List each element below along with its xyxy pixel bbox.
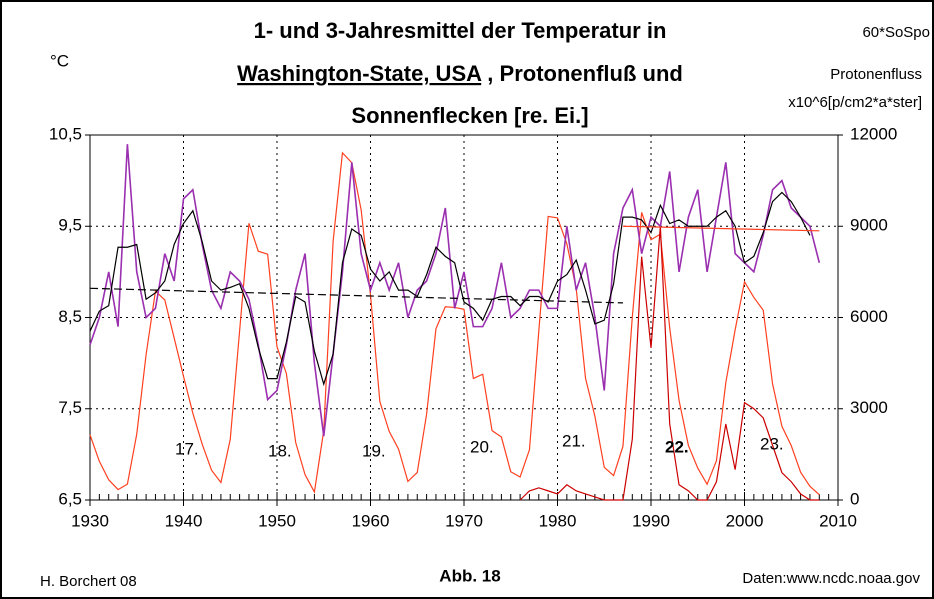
y2-axis-label: 60*SoSpo: [862, 24, 930, 41]
x-tick-label: 1960: [352, 511, 390, 530]
cycle-label: 18.: [268, 441, 292, 460]
chart-title-part: Washington-State, USA: [237, 61, 482, 86]
cycle-label: 19.: [362, 441, 386, 460]
chart-title-part: , Protonenfluß und: [481, 61, 683, 86]
y2-axis-label: Protonenfluss: [830, 66, 922, 83]
y2-tick-label: 12000: [850, 124, 897, 143]
y2-tick-label: 9000: [850, 216, 888, 235]
footer-right: Daten:www.ncdc.noaa.gov: [742, 570, 920, 587]
x-tick-label: 1980: [539, 511, 577, 530]
y2-tick-label: 6000: [850, 307, 888, 326]
x-tick-label: 1940: [165, 511, 203, 530]
y-tick-label: 10,5: [49, 124, 82, 143]
y-tick-label: 6,5: [58, 489, 82, 508]
y-tick-label: 7,5: [58, 398, 82, 417]
y-axis-label: °C: [50, 51, 69, 70]
chart-title: 1- und 3-Jahresmittel der Temperatur in: [254, 18, 667, 43]
y-tick-label: 9,5: [58, 216, 82, 235]
cycle-label: 23.: [760, 434, 784, 453]
y-tick-label: 8,5: [58, 307, 82, 326]
series-line: [622, 225, 820, 232]
series-line: [89, 191, 811, 387]
footer-left: H. Borchert 08: [40, 573, 137, 590]
cycle-label: 21.: [562, 431, 586, 450]
series-line: [89, 144, 821, 437]
y2-tick-label: 3000: [850, 398, 888, 417]
chart-title: Washington-State, USA , Protonenfluß und: [237, 61, 683, 86]
series-line: [519, 226, 820, 501]
chart-title: Sonnenflecken [re. Ei.]: [351, 103, 588, 128]
cycle-label: 17.: [175, 439, 199, 458]
x-tick-label: 2010: [819, 511, 857, 530]
x-tick-label: 2000: [726, 511, 764, 530]
y2-axis-label: x10^6[p/cm2*a*ster]: [788, 94, 922, 111]
cycle-label: 22.: [665, 437, 689, 456]
footer-center: Abb. 18: [439, 566, 500, 585]
y2-tick-label: 0: [850, 489, 859, 508]
x-tick-label: 1930: [71, 511, 109, 530]
x-tick-label: 1990: [632, 511, 670, 530]
x-tick-label: 1950: [258, 511, 296, 530]
series-line: [89, 287, 623, 304]
cycle-label: 20.: [470, 437, 494, 456]
x-tick-label: 1970: [445, 511, 483, 530]
